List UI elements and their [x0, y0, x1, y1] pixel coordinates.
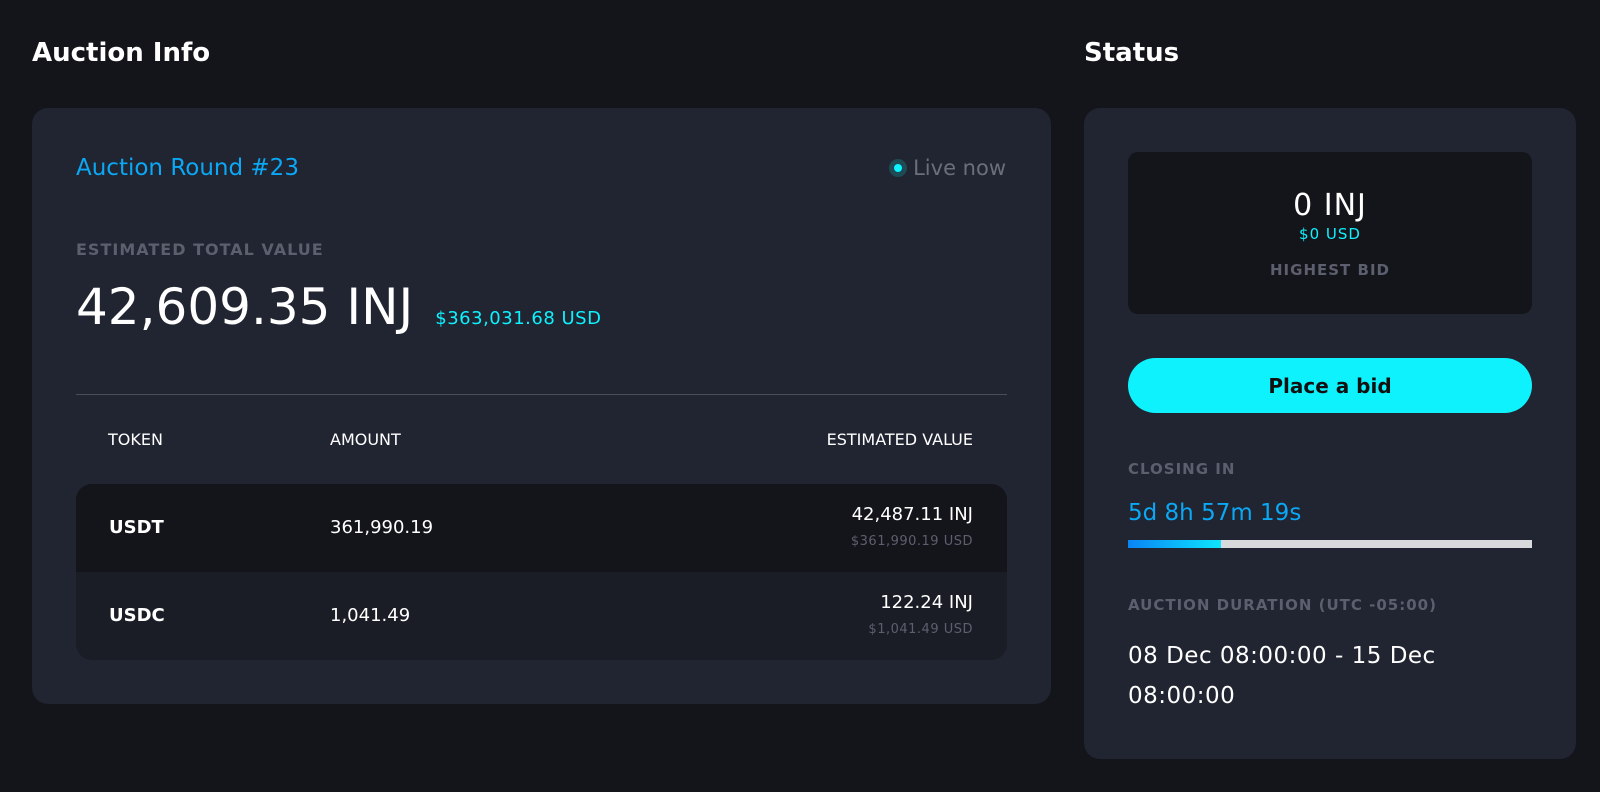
place-bid-button[interactable]: Place a bid [1128, 358, 1532, 413]
highest-bid-label: HIGHEST BID [1270, 261, 1390, 279]
col-token: TOKEN [108, 430, 163, 449]
bid-usd: $0 USD [1299, 225, 1361, 243]
token-amount: 1,041.49 [330, 605, 411, 626]
auction-duration-label: AUCTION DURATION (UTC -05:00) [1128, 596, 1437, 614]
status-card: 0 INJ $0 USD HIGHEST BID Place a bid CLO… [1084, 108, 1576, 759]
col-amount: AMOUNT [330, 430, 401, 449]
live-dot-icon [889, 159, 908, 177]
closing-in-label: CLOSING IN [1128, 460, 1236, 478]
total-usd: $363,031.68 USD [435, 308, 602, 329]
estimated-total-label: ESTIMATED TOTAL VALUE [76, 240, 324, 259]
token-value-usd: $361,990.19 USD [850, 534, 973, 549]
auction-info-card: Auction Round #23 Live now ESTIMATED TOT… [32, 108, 1051, 704]
token-value-inj: 122.24 INJ [880, 592, 973, 613]
table-row: USDC 1,041.49 122.24 INJ $1,041.49 USD [76, 572, 1007, 660]
highest-bid-box: 0 INJ $0 USD HIGHEST BID [1128, 152, 1532, 314]
closing-progress-bar [1128, 540, 1532, 548]
table-row: USDT 361,990.19 42,487.11 INJ $361,990.1… [76, 484, 1007, 572]
token-value-inj: 42,487.11 INJ [851, 504, 973, 525]
auction-duration: 08 Dec 08:00:00 - 15 Dec 08:00:00 [1128, 643, 1436, 709]
token-name: USDT [109, 517, 164, 538]
countdown: 5d 8h 57m 19s [1128, 500, 1302, 526]
bid-inj: 0 INJ [1293, 188, 1367, 223]
token-amount: 361,990.19 [330, 517, 434, 538]
token-name: USDC [109, 605, 165, 626]
total-value: 42,609.35 INJ $363,031.68 USD [76, 278, 601, 336]
status-heading: Status [1084, 38, 1180, 68]
divider [76, 394, 1007, 395]
token-value-usd: $1,041.49 USD [868, 622, 973, 637]
token-table: USDT 361,990.19 42,487.11 INJ $361,990.1… [76, 484, 1007, 660]
total-inj: 42,609.35 INJ [76, 278, 414, 336]
auction-info-heading: Auction Info [32, 38, 211, 68]
progress-fill [1128, 540, 1221, 548]
live-label: Live now [913, 156, 1006, 180]
auction-round-title: Auction Round #23 [76, 155, 299, 181]
live-status: Live now [889, 156, 1006, 180]
col-estimated-value: ESTIMATED VALUE [826, 430, 973, 449]
